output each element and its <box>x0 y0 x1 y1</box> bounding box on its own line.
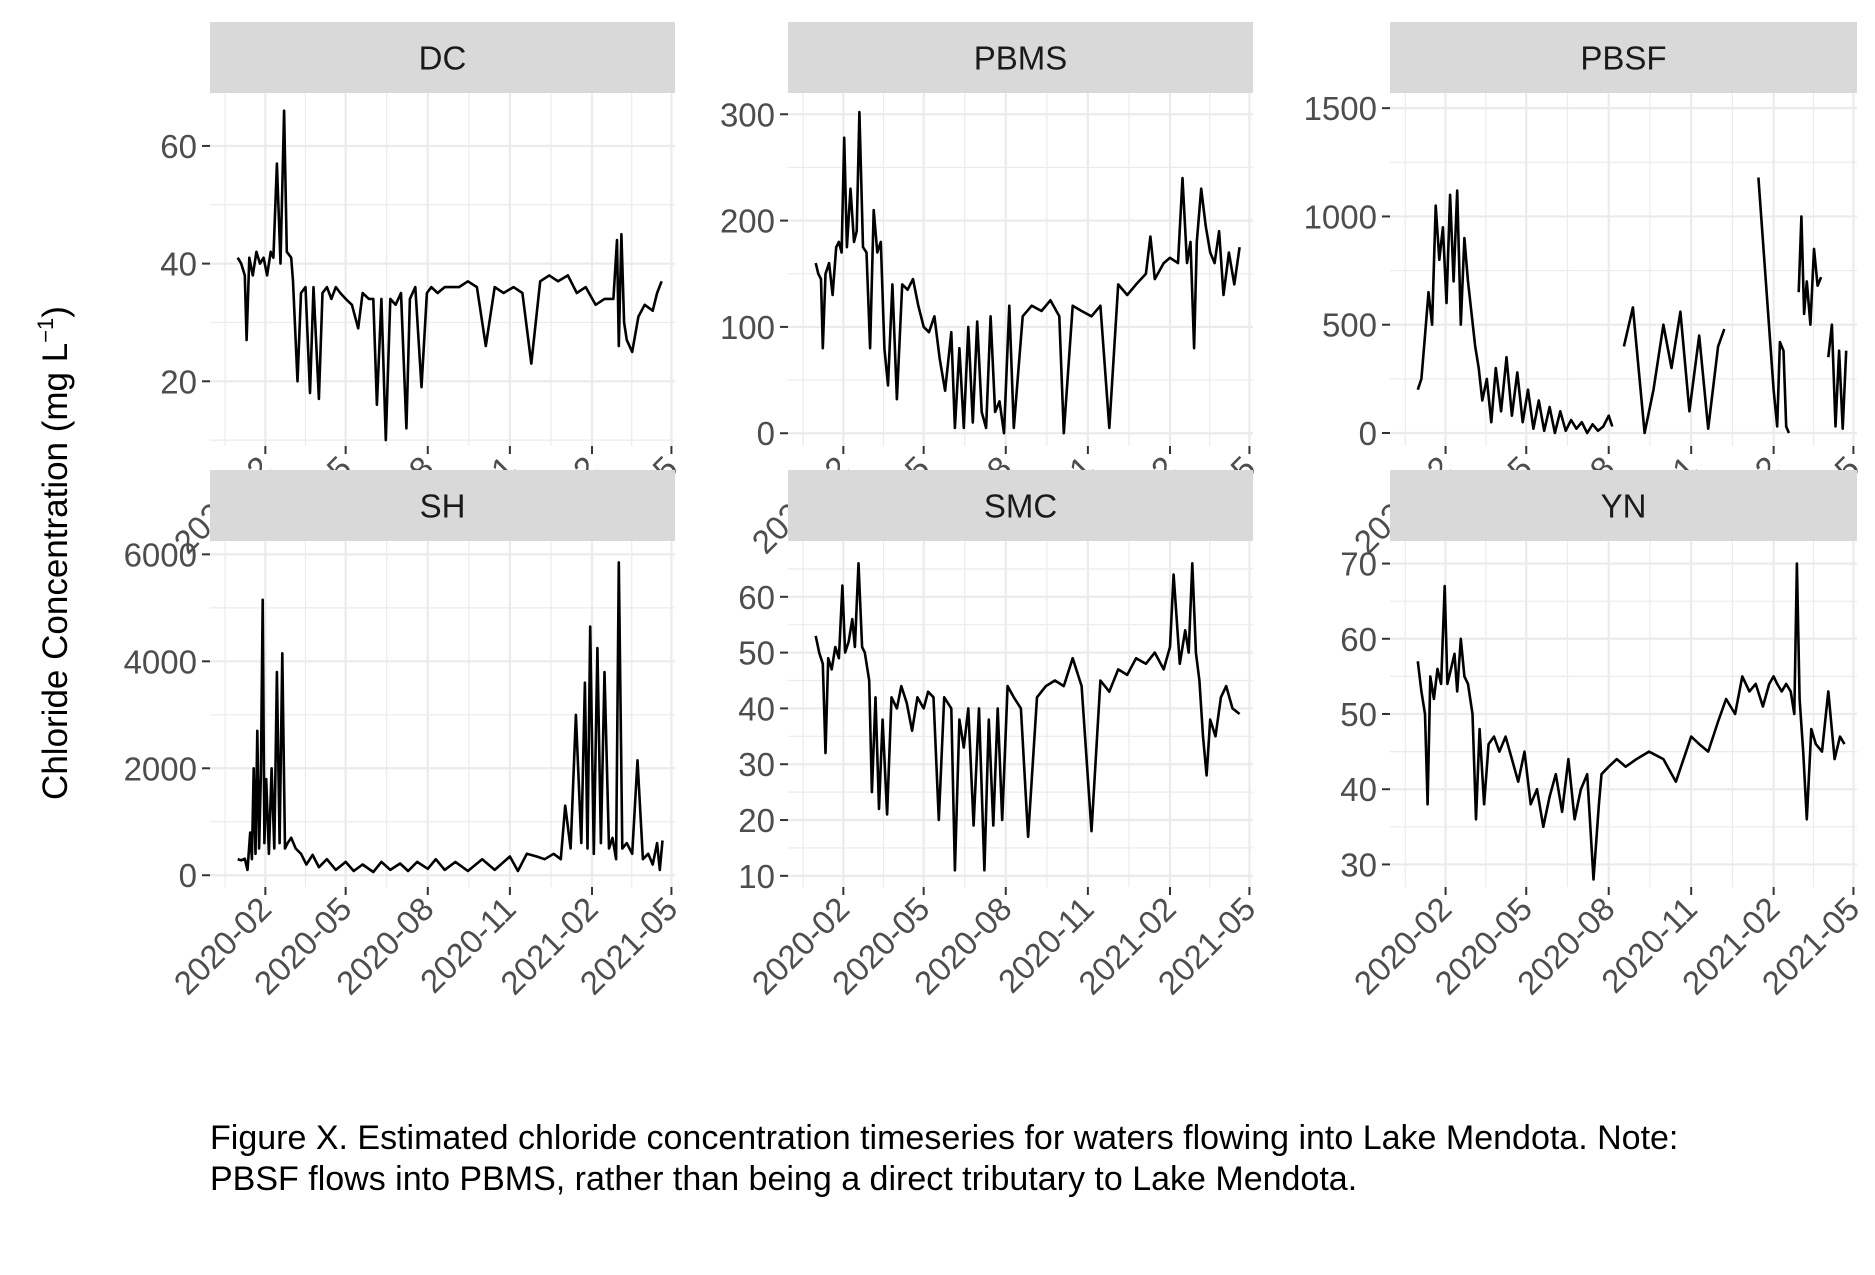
y-tick-label: 60 <box>160 128 197 165</box>
series-line-sh-0 <box>237 561 664 874</box>
y-tick-label: 6000 <box>124 536 197 573</box>
y-tick-label: 60 <box>738 579 775 616</box>
y-tick-label: 50 <box>1340 696 1377 733</box>
series-line-pbsf-0 <box>1416 189 1614 435</box>
facet-strip-label: PBMS <box>974 40 1068 77</box>
y-tick-label: 100 <box>720 309 775 346</box>
y-tick-label: 2000 <box>124 750 197 787</box>
y-tick-label: 70 <box>1340 546 1377 583</box>
y-tick-label: 0 <box>179 857 197 894</box>
series-line-pbsf-2 <box>1757 177 1791 434</box>
series-line-smc-0 <box>814 561 1241 872</box>
facet-strip-label: SH <box>420 488 466 525</box>
series-line-dc-0 <box>236 109 663 442</box>
y-tick-label: 200 <box>720 203 775 240</box>
series-line-pbsf-1 <box>1622 306 1726 435</box>
y-tick-label: 0 <box>757 415 775 452</box>
plot-background <box>788 93 1253 446</box>
y-tick-label: 1000 <box>1304 198 1377 235</box>
y-tick-label: 20 <box>160 363 197 400</box>
y-tick-label: 1500 <box>1304 90 1377 127</box>
series-line-yn-0 <box>1416 562 1846 881</box>
y-tick-label: 60 <box>1340 621 1377 658</box>
y-tick-label: 30 <box>738 746 775 783</box>
facet-panel-sh: SH02000400060002020-022020-052020-082020… <box>124 470 684 1002</box>
y-axis-label: Chloride Concentration (mg L−1) <box>33 306 75 800</box>
y-tick-label: 20 <box>738 802 775 839</box>
series-line-pbms-0 <box>814 110 1241 435</box>
facet-panel-yn: YN30405060702020-022020-052020-082020-11… <box>1340 470 1866 1002</box>
facet-strip <box>788 470 1253 541</box>
facet-strip-label: SMC <box>984 488 1057 525</box>
y-tick-label: 40 <box>738 690 775 727</box>
y-tick-label: 300 <box>720 96 775 133</box>
facet-panel-smc: SMC1020304050602020-022020-052020-082020… <box>738 470 1262 1002</box>
facet-strip-label: YN <box>1601 488 1647 525</box>
series-line-pbsf-3 <box>1797 215 1823 327</box>
y-axis-label-superscript: −1 <box>33 318 58 343</box>
y-tick-label: 500 <box>1322 307 1377 344</box>
y-tick-label: 0 <box>1359 415 1377 452</box>
y-tick-label: 40 <box>1340 771 1377 808</box>
y-axis-label-close: ) <box>36 306 75 318</box>
y-tick-label: 50 <box>738 635 775 672</box>
facet-strip <box>788 22 1253 93</box>
facet-strip <box>1390 470 1857 541</box>
y-tick-label: 30 <box>1340 846 1377 883</box>
facet-strip-label: PBSF <box>1580 40 1666 77</box>
series-line-pbsf-4 <box>1827 323 1848 431</box>
plot-background <box>210 93 675 446</box>
y-tick-label: 40 <box>160 246 197 283</box>
facet-panels: DC2040602020-022020-052020-082020-112021… <box>124 22 1866 1002</box>
facet-strip <box>1390 22 1857 93</box>
figure-caption: Figure X. Estimated chloride concentrati… <box>210 1119 1679 1198</box>
y-axis-label-text: Chloride Concentration (mg L <box>36 343 75 800</box>
facet-strip-label: DC <box>419 40 467 77</box>
y-tick-label: 10 <box>738 858 775 895</box>
facet-strip <box>210 470 675 541</box>
y-tick-label: 4000 <box>124 643 197 680</box>
facet-strip <box>210 22 675 93</box>
